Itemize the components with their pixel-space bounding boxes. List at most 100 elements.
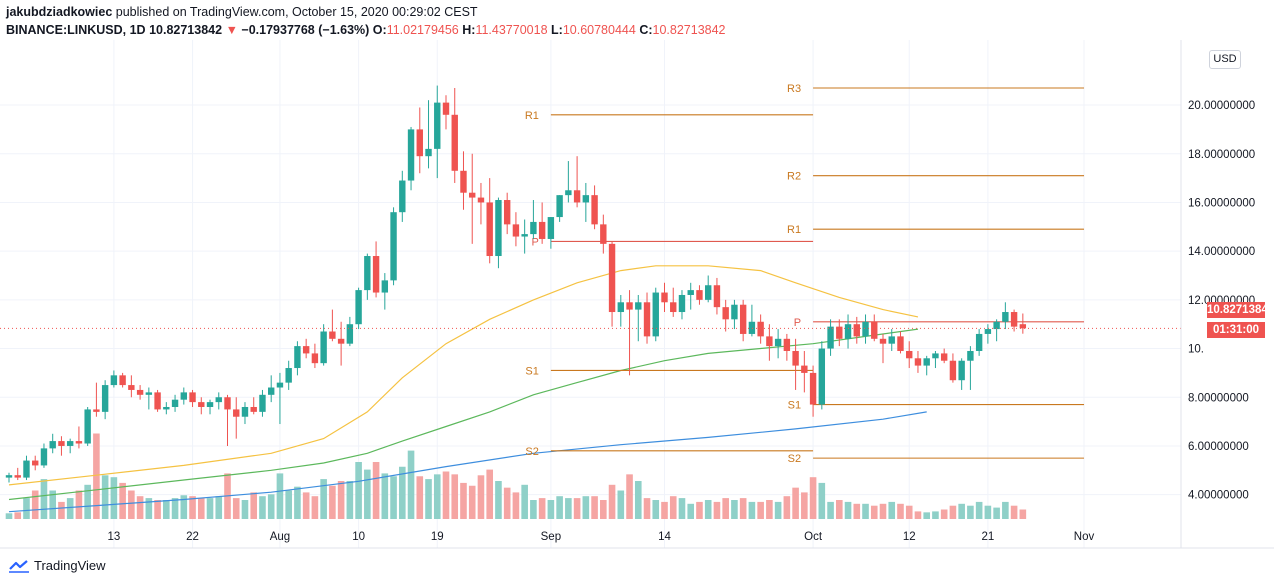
candle-body bbox=[163, 406, 170, 410]
candle-body bbox=[268, 387, 275, 395]
volume-bar bbox=[722, 498, 729, 519]
volume-bar bbox=[1002, 501, 1009, 519]
volume-bar bbox=[128, 490, 135, 519]
time-tick-label: Oct bbox=[804, 531, 823, 543]
candle-body bbox=[739, 304, 747, 334]
candle-body bbox=[1019, 324, 1027, 329]
volume-bar bbox=[31, 490, 39, 519]
candle-body bbox=[136, 389, 144, 395]
candle-body bbox=[914, 358, 922, 366]
volume-bar bbox=[626, 474, 633, 519]
down-arrow-icon: ▼ bbox=[225, 23, 238, 37]
candle-body bbox=[128, 385, 135, 390]
tradingview-footer[interactable]: TradingView bbox=[8, 558, 106, 573]
candle-body bbox=[809, 372, 817, 405]
pivot-label: S1 bbox=[525, 365, 538, 377]
volume-bar bbox=[372, 462, 380, 519]
tradingview-logo-icon bbox=[9, 559, 29, 573]
candle-body bbox=[285, 368, 292, 383]
candle-body bbox=[836, 326, 843, 339]
candle-body bbox=[198, 402, 205, 407]
volume-bar bbox=[783, 496, 791, 519]
candle-body bbox=[862, 321, 869, 337]
candle-body bbox=[84, 409, 91, 444]
publish-info: published on TradingView.com, October 15… bbox=[115, 5, 478, 19]
candle-body bbox=[460, 170, 467, 193]
candle-body bbox=[503, 200, 511, 225]
volume-bar bbox=[189, 496, 196, 519]
candle-body bbox=[897, 336, 904, 351]
pivot-label: R3 bbox=[787, 83, 801, 95]
symbol-label[interactable]: BINANCE:LINKUSD, 1D bbox=[6, 23, 146, 37]
volume-bar bbox=[320, 479, 327, 519]
volume-bar bbox=[416, 476, 424, 519]
volume-bar bbox=[197, 498, 205, 519]
volume-bar bbox=[731, 500, 738, 519]
candle-body bbox=[967, 350, 974, 361]
pivot-label: P bbox=[532, 236, 539, 248]
change-value: −0.17937768 (−1.63%) bbox=[241, 23, 370, 37]
volume-bar bbox=[556, 496, 563, 519]
volume-bar bbox=[608, 484, 616, 519]
time-tick-label: Nov bbox=[1074, 531, 1095, 543]
volume-bar bbox=[573, 498, 581, 519]
candlesticks bbox=[5, 85, 1027, 483]
candle-body bbox=[58, 441, 65, 446]
candle-body bbox=[591, 195, 598, 225]
volume-bar bbox=[486, 469, 493, 519]
candle-body bbox=[748, 321, 756, 334]
grid bbox=[0, 40, 1181, 548]
candle-body bbox=[381, 280, 389, 293]
candle-body bbox=[110, 375, 118, 386]
volume-bar bbox=[844, 501, 852, 519]
candle-body bbox=[906, 350, 913, 359]
candle-body bbox=[713, 285, 721, 308]
volume-bar bbox=[49, 490, 56, 519]
candle-body bbox=[23, 460, 30, 478]
candle-body bbox=[49, 441, 56, 449]
candle-body bbox=[495, 200, 502, 257]
volume-bar bbox=[530, 500, 537, 519]
volume-bar bbox=[75, 490, 83, 519]
low-value: 10.60780444 bbox=[562, 23, 636, 37]
volume-bar bbox=[163, 500, 170, 519]
candle-body bbox=[547, 217, 555, 239]
pivot-label: R2 bbox=[787, 171, 801, 183]
author-name[interactable]: jakubdziadkowiec bbox=[6, 5, 113, 19]
candle-body bbox=[442, 102, 450, 115]
candle-body bbox=[224, 397, 231, 410]
time-tick-label: 19 bbox=[431, 531, 444, 543]
volume-bar bbox=[975, 501, 983, 519]
candle-body bbox=[783, 338, 791, 351]
candle-body bbox=[774, 338, 782, 347]
volume-bar bbox=[259, 496, 266, 519]
volume-bar bbox=[154, 500, 161, 519]
volume-bar bbox=[582, 496, 590, 519]
candle-body bbox=[425, 148, 432, 157]
candle-body bbox=[757, 321, 764, 337]
volume-bar bbox=[346, 481, 354, 519]
volume-bar bbox=[14, 512, 22, 519]
ohlc-legend: BINANCE:LINKUSD, 1D 10.82713842 ▼ −0.179… bbox=[6, 22, 726, 38]
candle-body bbox=[538, 221, 546, 239]
candle-body bbox=[346, 324, 354, 344]
candle-body bbox=[477, 197, 485, 203]
candle-body bbox=[276, 382, 284, 388]
candle-body bbox=[180, 392, 187, 400]
currency-button[interactable]: USD bbox=[1209, 50, 1241, 69]
volume-bar bbox=[652, 500, 660, 519]
candle-body bbox=[233, 409, 240, 417]
candle-body bbox=[1002, 312, 1009, 322]
pivot-label: S2 bbox=[525, 446, 538, 458]
volume-bar bbox=[294, 486, 301, 519]
candle-body bbox=[337, 338, 345, 344]
candle-body bbox=[731, 304, 738, 320]
open-value: 11.02179456 bbox=[386, 23, 459, 37]
time-axis[interactable]: 13 22 Aug 10 19 Sep 14 Oct 12 21 Nov bbox=[107, 531, 1094, 543]
volume-bar bbox=[390, 476, 397, 519]
price-axis[interactable]: 4.000000006.000000008.0000000010.12.0000… bbox=[1188, 100, 1255, 502]
candle-body bbox=[119, 375, 126, 386]
volume-bar bbox=[206, 498, 214, 519]
time-tick-label: Sep bbox=[541, 531, 561, 543]
